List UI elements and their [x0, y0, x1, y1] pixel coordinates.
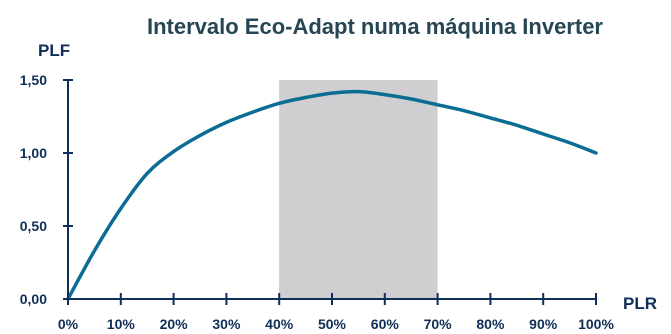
- x-tick-label: 20%: [160, 316, 189, 332]
- x-tick-labels: 0% 10% 20% 30% 40% 50% 60% 70% 80% 90% 100%: [58, 316, 615, 332]
- x-tick-label: 0%: [58, 316, 79, 332]
- x-tick-label: 70%: [424, 316, 453, 332]
- y-tick-label: 0,50: [20, 218, 47, 234]
- x-ticks: [67, 293, 597, 305]
- x-tick-label: 80%: [476, 316, 505, 332]
- x-axis-title: PLR: [623, 294, 657, 313]
- y-tick-labels: 0,00 0,50 1,00 1,50: [20, 72, 47, 307]
- highlight-band: [279, 80, 438, 299]
- x-tick-label: 90%: [529, 316, 558, 332]
- x-tick-label: 30%: [212, 316, 241, 332]
- series-line: [66, 89, 598, 301]
- y-tick-label: 0,00: [20, 291, 47, 307]
- x-tick-label: 60%: [371, 316, 400, 332]
- x-tick-label: 100%: [578, 316, 614, 332]
- x-tick-label: 10%: [107, 316, 136, 332]
- y-ticks: [63, 79, 73, 300]
- x-tick-label: 50%: [318, 316, 347, 332]
- x-tick-label: 40%: [265, 316, 294, 332]
- y-axis-title: PLF: [38, 41, 70, 60]
- y-tick-label: 1,00: [20, 145, 47, 161]
- chart-title: Intervalo Eco-Adapt numa máquina Inverte…: [147, 14, 603, 39]
- y-tick-label: 1,50: [20, 72, 47, 88]
